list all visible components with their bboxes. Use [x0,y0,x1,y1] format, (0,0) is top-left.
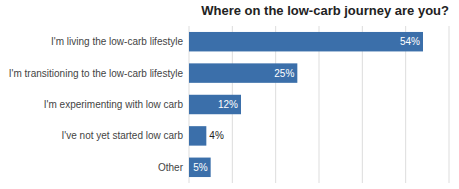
data-label: 4% [209,130,224,141]
category-label: I've not yet started low carb [62,130,184,141]
grid [189,26,449,183]
bar [189,158,211,177]
data-label: 5% [193,162,208,173]
category-label: I'm transitioning to the low-carb lifest… [9,68,184,79]
data-label: 25% [274,68,294,79]
grid-line [449,26,450,183]
category-label: I'm experimenting with low carb [44,99,184,110]
bars [189,32,423,177]
bar [189,32,423,51]
bar [189,63,297,82]
bar [189,126,206,145]
data-label: 54% [400,36,420,47]
category-label: I'm living the low-carb lifestyle [51,36,183,47]
chart: Where on the low-carb journey are you? Ot… [0,0,459,189]
data-label: 12% [218,99,238,110]
data-labels: 5% 4% 12% 25% 54% [193,36,420,173]
category-label: Other [158,162,184,173]
title: Where on the low-carb journey are you? [201,3,449,18]
bar [189,95,241,114]
